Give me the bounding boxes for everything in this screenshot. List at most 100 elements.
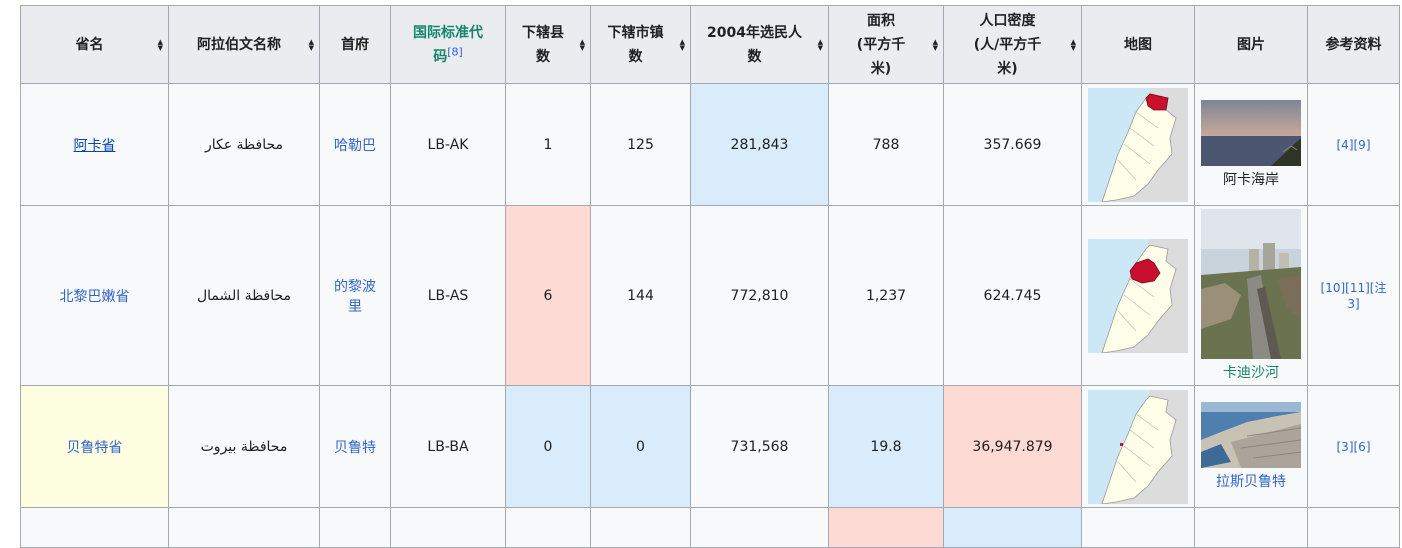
iso-code: LB-AK [427,136,469,153]
header-iso-label-2[interactable]: 码 [433,48,448,65]
iso-code: LB-BA [427,438,469,455]
area-value: 1,237 [865,287,907,304]
header-density[interactable]: 人口密度 (人/平方千 米) ▲ ▼ [943,5,1082,84]
image-cell: 卡迪沙河 [1194,205,1308,386]
header-towns-label-2: 数 [628,48,643,65]
arabic-name: محافظة بيروت [200,438,288,455]
iso-reference-link[interactable]: [8] [447,44,463,58]
capital-link[interactable]: 贝鲁特 [334,439,376,456]
header-references-label: 参考资料 [1325,36,1382,53]
table-row: 北黎巴嫩省 محافظة الشمال 的黎波 里 LB-AS 6 144 77… [20,205,1400,386]
towns-cell: 144 [590,205,691,386]
arabic-name: محافظة الشمال [196,287,292,304]
header-image: 图片 [1194,5,1308,84]
header-map: 地图 [1081,5,1195,84]
capital-link-2[interactable]: 里 [348,298,362,315]
density-cell [943,507,1082,548]
header-province[interactable]: 省名 ▲ ▼ [20,5,169,84]
province-link[interactable]: 阿卡省 [73,137,116,154]
header-arabic-name[interactable]: 阿拉伯文名称 ▲ ▼ [168,5,320,84]
province-cell: 阿卡省 [20,83,169,206]
sort-icon[interactable]: ▲ ▼ [1070,37,1076,52]
reference-links[interactable]: [10][11][注 3] [1320,281,1387,311]
density-value: 36,947.879 [972,438,1053,455]
qadisha-river-photo[interactable] [1201,209,1301,359]
capital-cell: 的黎波 里 [319,205,391,386]
arabic-name-cell [168,507,320,548]
arabic-name-cell: محافظة بيروت [168,385,320,508]
lebanon-map-beirut[interactable] [1088,389,1188,504]
density-cell: 36,947.879 [943,385,1082,508]
lebanon-map-akkar[interactable] [1088,87,1188,202]
districts-value: 0 [543,438,553,455]
ras-beirut-photo[interactable] [1201,402,1301,468]
image-cell: 阿卡海岸 [1194,83,1308,206]
sort-icon[interactable]: ▲ ▼ [579,37,585,52]
area-value: 19.8 [870,438,902,455]
header-districts[interactable]: 下辖县 数 ▲ ▼ [505,5,591,84]
province-cell [20,507,169,548]
header-towns[interactable]: 下辖市镇 数 ▲ ▼ [590,5,691,84]
lebanon-map-north[interactable] [1088,238,1188,353]
districts-cell: 6 [505,205,591,386]
voters-value: 731,568 [730,438,789,455]
province-cell: 贝鲁特省 [20,385,169,508]
header-capital-label: 首府 [341,36,369,53]
districts-cell: 1 [505,83,591,206]
header-references: 参考资料 [1307,5,1400,84]
image-caption[interactable]: 拉斯贝鲁特 [1216,474,1286,490]
voters-cell: 731,568 [690,385,829,508]
image-caption: 阿卡海岸 [1223,172,1279,188]
table-row: 阿卡省 محافظة عكار 哈勒巴 LB-AK 1 125 281,843 … [20,83,1400,206]
area-cell [828,507,944,548]
header-image-label: 图片 [1237,36,1265,53]
arabic-name: محافظة عكار [204,136,284,153]
density-value: 624.745 [983,287,1042,304]
header-iso-code[interactable]: 国际标准代 码[8] [390,5,506,84]
header-districts-label-2: 数 [536,48,550,65]
capital-link[interactable]: 哈勒巴 [334,137,376,154]
towns-cell [590,507,691,548]
references-cell [1307,507,1400,548]
province-link[interactable]: 贝鲁特省 [66,439,123,456]
header-voters[interactable]: 2004年选民人 数 ▲ ▼ [690,5,829,84]
header-area-label: 面积 [867,12,895,29]
sort-icon[interactable]: ▲ ▼ [679,37,685,52]
map-cell [1081,507,1195,548]
image-cell [1194,507,1308,548]
capital-link[interactable]: 的黎波 [334,278,376,295]
image-caption[interactable]: 卡迪沙河 [1223,365,1279,381]
arabic-name-cell: محافظة الشمال [168,205,320,386]
header-area[interactable]: 面积 (平方千 米) ▲ ▼ [828,5,944,84]
map-cell [1081,205,1195,386]
reference-links[interactable]: [3][6] [1336,439,1371,454]
provinces-table: 省名 ▲ ▼ 阿拉伯文名称 ▲ ▼ 首府 国际标准代 码[8] 下辖县 数 ▲ ▼ 下… [20,5,1400,548]
voters-value: 772,810 [730,287,789,304]
sort-icon[interactable]: ▲ ▼ [932,37,938,52]
header-towns-label: 下辖市镇 [607,24,664,41]
header-iso-label[interactable]: 国际标准代 [413,24,483,41]
header-density-label-2: (人/平方千 [973,36,1042,53]
area-cell: 788 [828,83,944,206]
akkar-coast-photo[interactable] [1201,100,1301,166]
towns-cell: 0 [590,385,691,508]
sort-icon[interactable]: ▲ ▼ [817,37,823,52]
table-row: 贝鲁特省 محافظة بيروت 贝鲁特 LB-BA 0 0 731,568 … [20,385,1400,508]
header-area-label-3: 米) [870,60,892,77]
towns-value: 125 [627,136,654,153]
districts-cell [505,507,591,548]
voters-cell [690,507,829,548]
sort-icon[interactable]: ▲ ▼ [308,37,314,52]
image-cell: 拉斯贝鲁特 [1194,385,1308,508]
voters-cell: 772,810 [690,205,829,386]
iso-code: LB-AS [427,287,469,304]
map-cell [1081,83,1195,206]
province-link[interactable]: 北黎巴嫩省 [59,288,130,305]
header-area-label-2: (平方千 [856,36,906,53]
sort-icon[interactable]: ▲ ▼ [157,37,163,52]
iso-cell: LB-AS [390,205,506,386]
arabic-name-cell: محافظة عكار [168,83,320,206]
towns-cell: 125 [590,83,691,206]
reference-links[interactable]: [4][9] [1336,137,1371,152]
area-cell: 1,237 [828,205,944,386]
